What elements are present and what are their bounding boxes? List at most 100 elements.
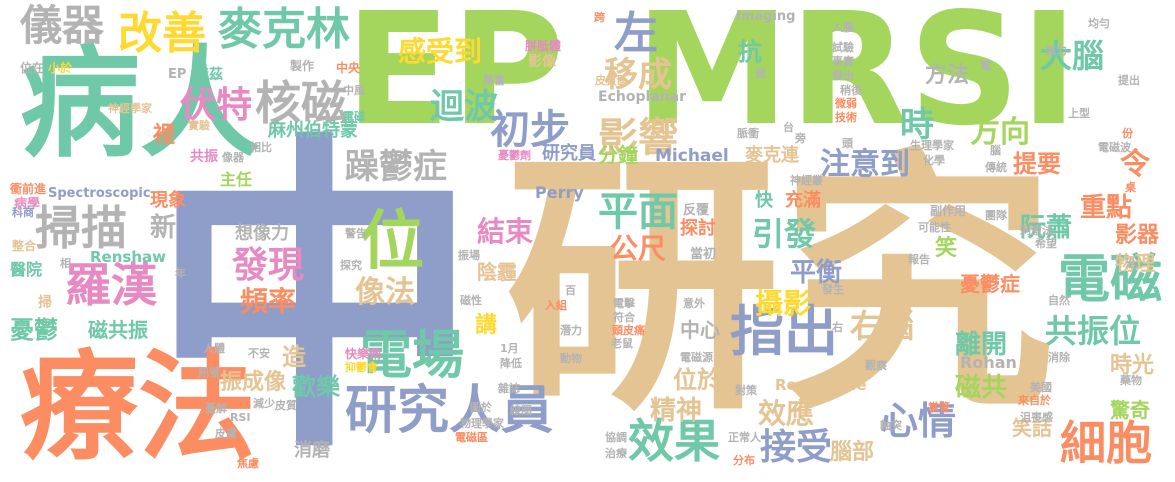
word-xianbao: 線圈 (510, 404, 532, 417)
word-yiyuejia: 憂鬱劑 (498, 149, 531, 162)
word-pingheng: 平衡 (790, 258, 843, 288)
word-gongchi: 公尺 (610, 232, 667, 265)
word-ziran: 自然 (1048, 294, 1070, 307)
word-laoyuan: 老鼠 (611, 337, 633, 350)
word-huibo: 迴波 (430, 87, 498, 127)
word-zhong: 中 (150, 108, 480, 482)
word-yiyue: 1月 (500, 342, 519, 355)
word-jianshao: 減少 (253, 397, 275, 410)
word-pinlu: 頻率 (240, 285, 297, 318)
word-xiangbi: 相比 (250, 141, 272, 154)
word-weiyu: 位於 (673, 366, 721, 394)
word-guancha: 觀察 (865, 359, 887, 372)
word-xiaochu: 消除 (1048, 351, 1070, 364)
word-renao: 人腦 (832, 21, 854, 34)
word-mrsi: MRSI (635, 0, 1078, 160)
word-fenbu: 分布 (733, 454, 755, 467)
word-qianghou: 稍後 (840, 84, 862, 97)
word-shenjingxuejia: 神經學家 (108, 102, 152, 115)
word-tuandui: 團隊 (985, 209, 1007, 222)
word-imaging: Imaging (736, 9, 796, 24)
word-tanjiu: 探究 (340, 259, 362, 272)
word-pangguangti: 胼胝體 (525, 39, 562, 53)
word-baogao: 報告 (908, 253, 930, 266)
word-shishi: 事實 (832, 55, 854, 68)
word-wuli: 物理 (1115, 251, 1155, 275)
word-tantao: 探討 (680, 218, 716, 239)
word-luohan: 羅漢 (65, 258, 157, 312)
word-chubu: 初步 (490, 107, 570, 153)
word-gongzhenwei: 共振位 (1045, 312, 1142, 350)
word-xiangfa: 像法 (355, 275, 415, 310)
word-jingshen: 精神 (650, 396, 703, 426)
word-xingfeng: 興奮 (483, 74, 505, 87)
word-pifu: 皮膚 (215, 427, 237, 440)
word-zhongdian: 重點 (1080, 193, 1133, 223)
word-futi: 伏特 (180, 85, 253, 126)
word-zhongyang: 中央 (336, 61, 361, 75)
word-wulixuejia: 物理學家 (460, 417, 504, 430)
word-toupitong: 頭皮痛 (612, 324, 645, 337)
word-yanjiu: 研究 (505, 127, 1055, 447)
word-pang: 旁 (795, 132, 806, 145)
word-dian: 電 (980, 59, 991, 72)
word-zuo: 左 (614, 8, 658, 59)
word-fuhe: 符合 (613, 311, 635, 324)
word-xiwang: 希望 (1035, 237, 1057, 250)
word-mashengzhou: 麻州伯特蒙 (268, 120, 358, 141)
word-michael: Michael (655, 146, 729, 166)
word-shiyan2: 試驗 (832, 41, 854, 54)
word-xin: 新 (150, 213, 177, 243)
word-jingao: 警告 (345, 227, 367, 240)
word-cijifa: 刺激法 (1020, 224, 1053, 237)
word-jieshu: 結束 (477, 215, 534, 248)
word-xietiao: 協調 (605, 431, 627, 444)
word-pingmian: 平面 (598, 189, 678, 235)
word-xiao: 笑 (935, 236, 958, 261)
word-xiangqi: 像器 (222, 151, 244, 164)
word-jiangdi: 降低 (500, 357, 522, 370)
word-kenengxing: 可能性 (918, 221, 951, 234)
word-liyuan: 離開 (955, 330, 1008, 360)
word-tai: 台 (783, 121, 794, 134)
word-bingli: 病學 (14, 197, 41, 212)
word-youyuzheng: 憂鬱症 (960, 272, 1020, 296)
word-zhenchengxiang: 振成像 (220, 370, 287, 395)
word-fachu: 發出 (832, 69, 854, 82)
word-chongqianjin: 衝前進 (10, 182, 47, 196)
word-xibao: 細胞 (1060, 416, 1152, 470)
word-nao: 腦 (990, 144, 1001, 157)
word-dianciyuan: 電磁源 (680, 351, 713, 364)
word-yinmai: 陰霾 (477, 260, 517, 284)
word-jusangan: 沮喪感 (1020, 411, 1053, 424)
word-meiguo: 美國 (1030, 381, 1052, 394)
word-dongwu: 動物 (560, 352, 582, 365)
word-wei: 位 (360, 205, 424, 279)
word-dangchu: 當初 (690, 247, 717, 262)
word-pizhiqu: 皮質區 (595, 74, 628, 87)
word-cigongzhen_small: 磁共振 (88, 318, 148, 342)
word-tiyao: 提要 (1013, 150, 1061, 178)
word-xinqing: 心情 (880, 399, 957, 443)
word-perry: Perry (535, 183, 584, 202)
word-shenglixuejia: 生理學家 (910, 139, 954, 152)
word-yingxiang2: 影像 (528, 54, 556, 70)
word-ling: 令 (1120, 147, 1150, 182)
word-bingren: 病人 (20, 35, 260, 174)
word-xiang: 相 (60, 257, 71, 270)
word-yinfa: 引發 (752, 215, 817, 253)
word-bai: 百 (565, 284, 576, 297)
word-zhongxin: 中心 (680, 318, 720, 342)
word-zhenghe: 整合 (12, 239, 37, 253)
word-xiaoyu: 小於 (48, 61, 73, 75)
word-junyun: 均勻 (1088, 17, 1110, 30)
word-kua: 跨 (594, 11, 605, 24)
word-jiaolu: 焦慮 (237, 457, 259, 470)
word-jiang: 講 (475, 313, 498, 338)
word-fuzuoyong: 副作用 (930, 204, 967, 218)
word-weiruo: 微弱 (835, 97, 857, 110)
word-dianxue: 電擊 (613, 297, 635, 310)
word-ruzu: 入組 (545, 299, 567, 312)
word-xiaohua: 笑話 (1012, 416, 1052, 440)
